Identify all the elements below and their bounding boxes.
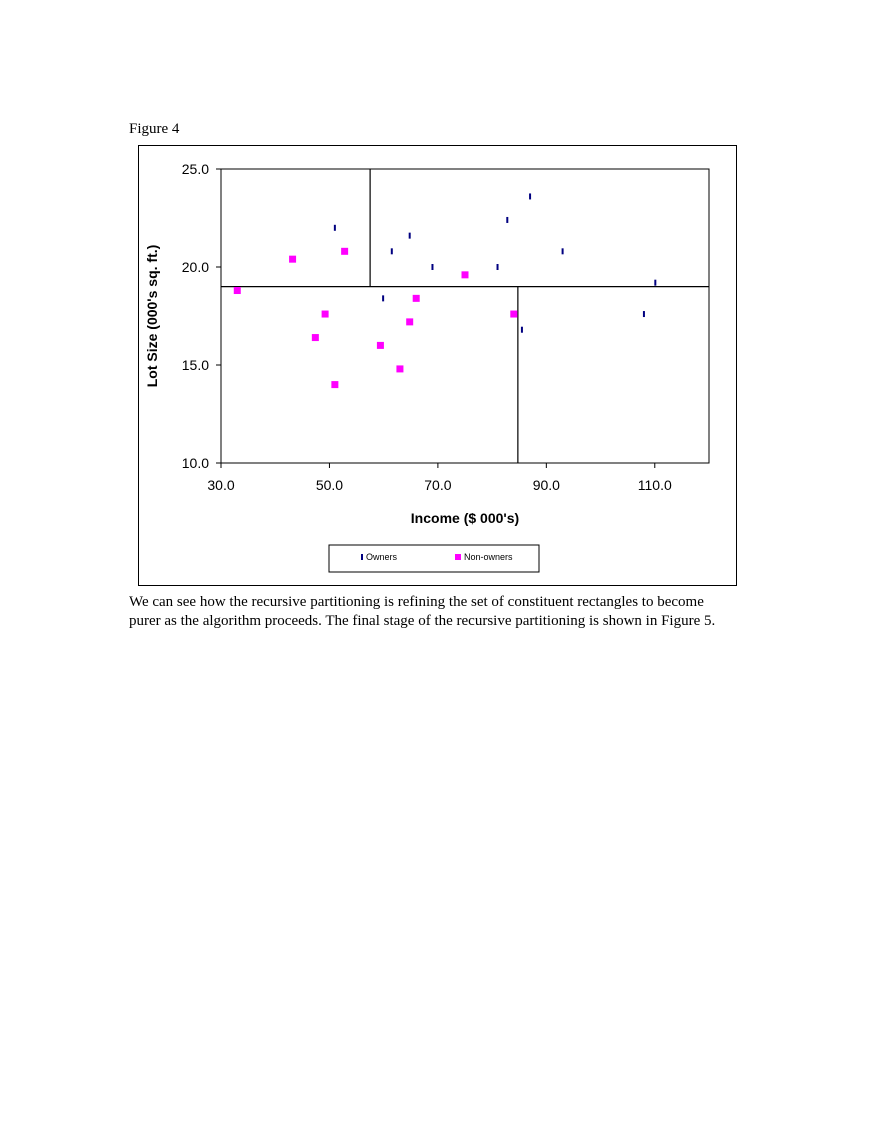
x-tick-label: 30.0 (207, 477, 234, 493)
scatter-chart: 30.0 50.0 70.0 90.0 110.0 10.0 15.0 20.0 25.0 In… (144, 161, 710, 573)
chart-frame: 30.0 50.0 70.0 90.0 110.0 10.0 15.0 20.0 25.0 In… (138, 145, 737, 586)
plot-area-border (220, 168, 710, 464)
x-axis-title: Income ($ 000's) (411, 510, 519, 526)
legend-non-owners-label: Non-owners (464, 552, 513, 562)
non-owner-point (331, 381, 339, 389)
x-tick-label: 70.0 (424, 477, 451, 493)
y-axis-title: Lot Size (000's sq. ft.) (144, 245, 160, 388)
non-owner-point (311, 334, 319, 342)
non-owner-point (233, 287, 241, 295)
non-owner-point (461, 271, 469, 279)
legend-owners-label: Owners (366, 552, 398, 562)
non-owner-point (412, 294, 420, 302)
legend-owners-marker (361, 554, 363, 560)
y-tick-label: 25.0 (182, 161, 209, 177)
owner-point (382, 295, 385, 302)
non-owner-point (510, 310, 518, 318)
legend: Owners Non-owners (328, 544, 540, 573)
non-owner-point (321, 310, 329, 318)
body-paragraph: We can see how the recursive partitionin… (129, 594, 716, 629)
owner-point (529, 193, 532, 200)
legend-non-owners-marker (455, 554, 461, 560)
owner-point (496, 264, 499, 270)
y-tick-label: 10.0 (182, 455, 209, 471)
legend-box (328, 544, 540, 573)
non-owner-point (376, 341, 384, 349)
owner-point (654, 279, 657, 286)
owner-point (333, 224, 336, 231)
non-owner-point (289, 255, 297, 263)
owner-point (431, 264, 434, 270)
non-owner-point (341, 247, 349, 255)
y-tick-label: 15.0 (182, 357, 209, 373)
owner-point (642, 311, 645, 318)
owner-point (506, 216, 509, 223)
owner-point (408, 232, 411, 239)
non-owner-point (396, 365, 404, 373)
figure-caption: Figure 4 (129, 121, 180, 137)
owner-point (390, 248, 393, 255)
y-tick-label: 20.0 (182, 259, 209, 275)
owner-point (520, 326, 523, 333)
x-tick-label: 50.0 (316, 477, 343, 493)
x-tick-label: 90.0 (533, 477, 560, 493)
non-owner-point (406, 318, 414, 326)
owner-point (561, 248, 564, 255)
x-tick-label: 110.0 (638, 477, 672, 493)
